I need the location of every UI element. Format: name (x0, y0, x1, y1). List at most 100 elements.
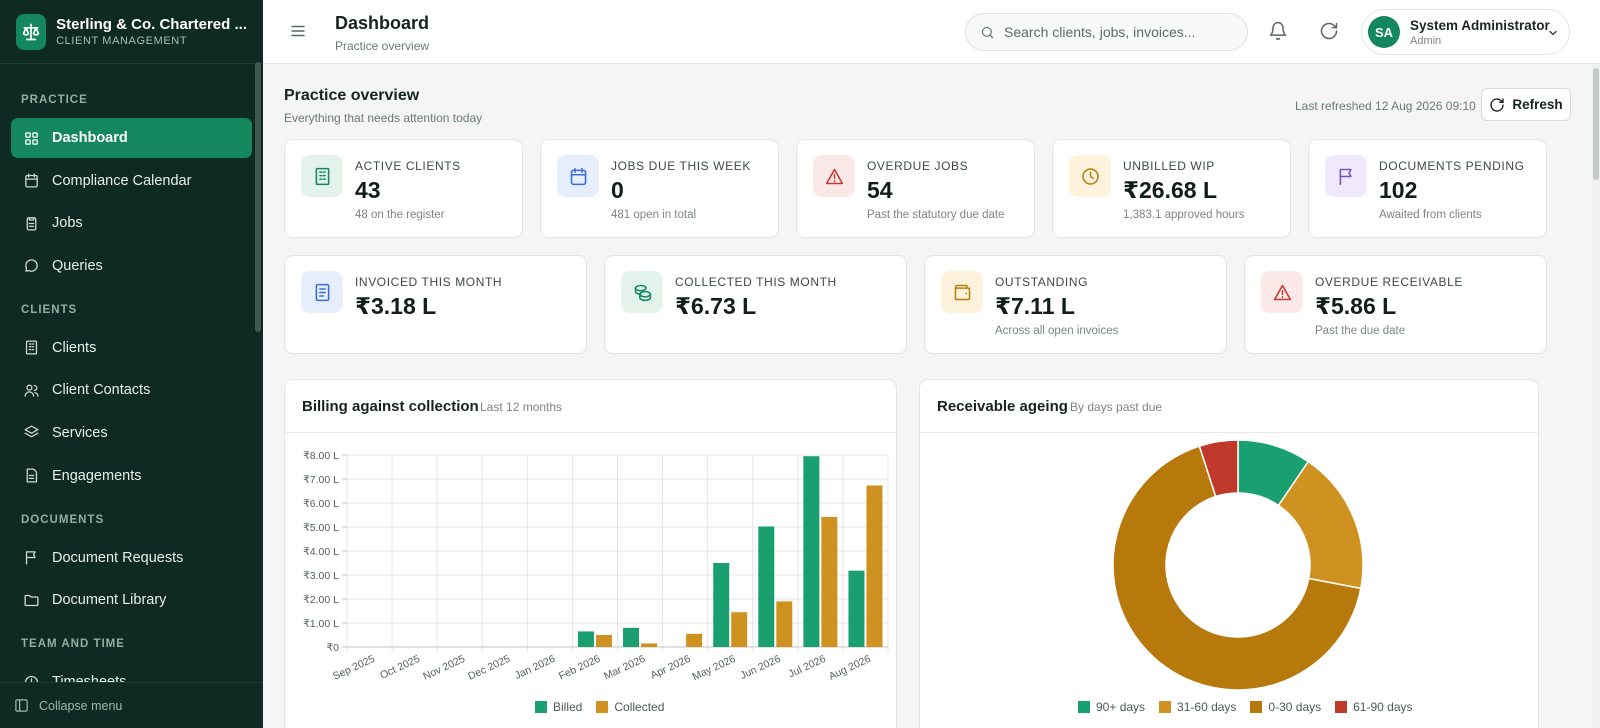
sidebar-item-document-library[interactable]: Document Library (11, 580, 252, 620)
kpi-subtext: 48 on the register (355, 209, 445, 221)
sidebar-item-engagements[interactable]: Engagements (11, 456, 252, 496)
alert-icon (1273, 284, 1291, 300)
bar-billed-mar-2026[interactable] (623, 627, 640, 647)
kpi-card-collected-this-month[interactable]: COLLECTED THIS MONTH ₹6.73 L (604, 255, 907, 354)
flag-icon (1339, 168, 1352, 185)
legend-label: 31-60 days (1177, 700, 1237, 714)
x-tick-label: Nov 2025 (421, 653, 467, 683)
sidebar-item-label: Timesheets (52, 674, 127, 684)
sidebar-item-label: Document Requests (52, 549, 184, 566)
sidebar-item-queries[interactable]: Queries (11, 246, 252, 286)
bar-collected-mar-2026[interactable] (641, 643, 658, 647)
x-tick-label: Dec 2025 (466, 653, 512, 683)
y-tick-label: ₹7.00 L (303, 474, 339, 486)
search-icon (981, 26, 994, 38)
kpi-subtext: 481 open in total (611, 209, 697, 221)
kpi-value: ₹7.11 L (995, 293, 1075, 319)
ageing-panel-subtitle: By days past due (1070, 400, 1163, 414)
kpi-subtext: 1,383.1 approved hours (1123, 209, 1245, 221)
nav-section-title: PRACTICE (21, 94, 88, 106)
donut-slice-0-30-days[interactable] (1112, 445, 1362, 691)
brand[interactable]: Sterling & Co. Chartered ... CLIENT MANA… (0, 0, 263, 64)
user-menu[interactable]: SA System Administrator Admin (1361, 9, 1570, 55)
kpi-card-documents-pending[interactable]: DOCUMENTS PENDING 102 Awaited from clients (1308, 139, 1547, 238)
page-scrollbar[interactable] (1592, 64, 1600, 728)
bar-billed-jul-2026[interactable] (803, 456, 820, 647)
sidebar-item-label: Queries (52, 257, 103, 274)
legend-swatch (1078, 701, 1090, 713)
bar-collected-jun-2026[interactable] (776, 601, 793, 647)
bar-billed-may-2026[interactable] (713, 563, 730, 647)
billing-chart-panel: Billing against collection Last 12 month… (284, 379, 897, 728)
legend-item-collected[interactable]: Collected (596, 700, 664, 714)
kpi-label: UNBILLED WIP (1123, 159, 1215, 173)
sidebar-item-clients[interactable]: Clients (11, 328, 252, 368)
notifications-button[interactable] (1268, 21, 1288, 46)
kpi-subtext: Across all open invoices (995, 325, 1119, 337)
legend-item-31-60-days[interactable]: 31-60 days (1159, 700, 1236, 714)
kpi-icon-wrap (1261, 271, 1303, 313)
kpi-icon-wrap (557, 155, 599, 197)
menu-toggle-button[interactable] (289, 22, 307, 45)
legend-item-0-30-days[interactable]: 0-30 days (1250, 700, 1321, 714)
sidebar-toggle-icon (15, 699, 28, 712)
ageing-panel-header: Receivable ageing By days past due (920, 380, 1538, 433)
sidebar-item-client-contacts[interactable]: Client Contacts (11, 370, 252, 410)
bar-collected-feb-2026[interactable] (595, 635, 612, 647)
scales-logo-icon (16, 13, 47, 50)
bar-collected-may-2026[interactable] (731, 612, 748, 647)
kpi-card-jobs-due-this-week[interactable]: JOBS DUE THIS WEEK 0 481 open in total (540, 139, 779, 238)
sidebar-item-timesheets[interactable]: Timesheets (11, 662, 252, 684)
sidebar-scrollbar[interactable] (255, 62, 261, 332)
reload-button[interactable] (1319, 21, 1339, 46)
legend-label: 90+ days (1096, 700, 1146, 714)
brand-subtitle: CLIENT MANAGEMENT (56, 35, 188, 47)
bar-collected-apr-2026[interactable] (686, 633, 703, 647)
receipt-icon (315, 283, 329, 301)
kpi-value: ₹5.86 L (1315, 293, 1397, 319)
kpi-icon-wrap (301, 155, 343, 197)
building-icon (315, 167, 329, 185)
sidebar-item-label: Compliance Calendar (52, 172, 192, 189)
bar-billed-feb-2026[interactable] (577, 631, 594, 647)
y-tick-label: ₹8.00 L (303, 450, 339, 462)
user-role: Admin (1410, 34, 1442, 47)
legend-swatch (535, 701, 547, 713)
sidebar-item-services[interactable]: Services (11, 413, 252, 453)
legend-label: Collected (614, 700, 665, 714)
kpi-card-overdue-jobs[interactable]: OVERDUE JOBS 54 Past the statutory due dat… (796, 139, 1035, 238)
sidebar-item-document-requests[interactable]: Document Requests (11, 538, 252, 578)
kpi-card-invoiced-this-month[interactable]: INVOICED THIS MONTH ₹3.18 L (284, 255, 587, 354)
bar-billed-aug-2026[interactable] (848, 570, 865, 647)
kpi-card-outstanding[interactable]: OUTSTANDING ₹7.11 L Across all open invoic… (924, 255, 1227, 354)
sidebar-item-label: Jobs (52, 215, 83, 232)
bar-collected-aug-2026[interactable] (866, 485, 883, 647)
kpi-subtext: Past the due date (1315, 325, 1406, 337)
bar-billed-jun-2026[interactable] (758, 526, 775, 647)
sidebar-item-jobs[interactable]: Jobs (11, 203, 252, 243)
legend-item-61-90-days[interactable]: 61-90 days (1335, 700, 1413, 714)
search-box[interactable] (965, 13, 1248, 51)
refresh-label: Refresh (1512, 97, 1563, 112)
sidebar-item-compliance-calendar[interactable]: Compliance Calendar (11, 161, 252, 201)
kpi-card-active-clients[interactable]: ACTIVE CLIENTS 43 48 on the register (284, 139, 523, 238)
refresh-button[interactable]: Refresh (1481, 88, 1571, 121)
kpi-card-unbilled-wip[interactable]: UNBILLED WIP ₹26.68 L 1,383.1 approved hou… (1052, 139, 1291, 238)
sidebar-item-dashboard[interactable]: Dashboard (11, 118, 252, 158)
donut-slice-61-90-days[interactable] (1198, 440, 1239, 498)
sidebar-item-label: Services (52, 424, 108, 441)
billing-panel-header: Billing against collection Last 12 month… (285, 380, 896, 433)
sidebar-item-label: Document Library (52, 592, 167, 609)
legend-item-billed[interactable]: Billed (535, 700, 582, 714)
page-subtitle: Practice overview (335, 39, 430, 53)
search-input[interactable] (1004, 24, 1234, 40)
collapse-menu-button[interactable]: Collapse menu (0, 682, 263, 728)
bar-collected-jul-2026[interactable] (821, 516, 838, 647)
kpi-label: COLLECTED THIS MONTH (675, 275, 837, 289)
x-tick-label: Oct 2025 (378, 653, 422, 682)
legend-label: 0-30 days (1268, 700, 1322, 714)
clock-icon (1081, 167, 1099, 185)
legend-item-90-days[interactable]: 90+ days (1078, 700, 1145, 714)
nav-section-title: TEAM AND TIME (21, 638, 125, 651)
kpi-card-overdue-receivable[interactable]: OVERDUE RECEIVABLE ₹5.86 L Past the due da… (1244, 255, 1547, 354)
